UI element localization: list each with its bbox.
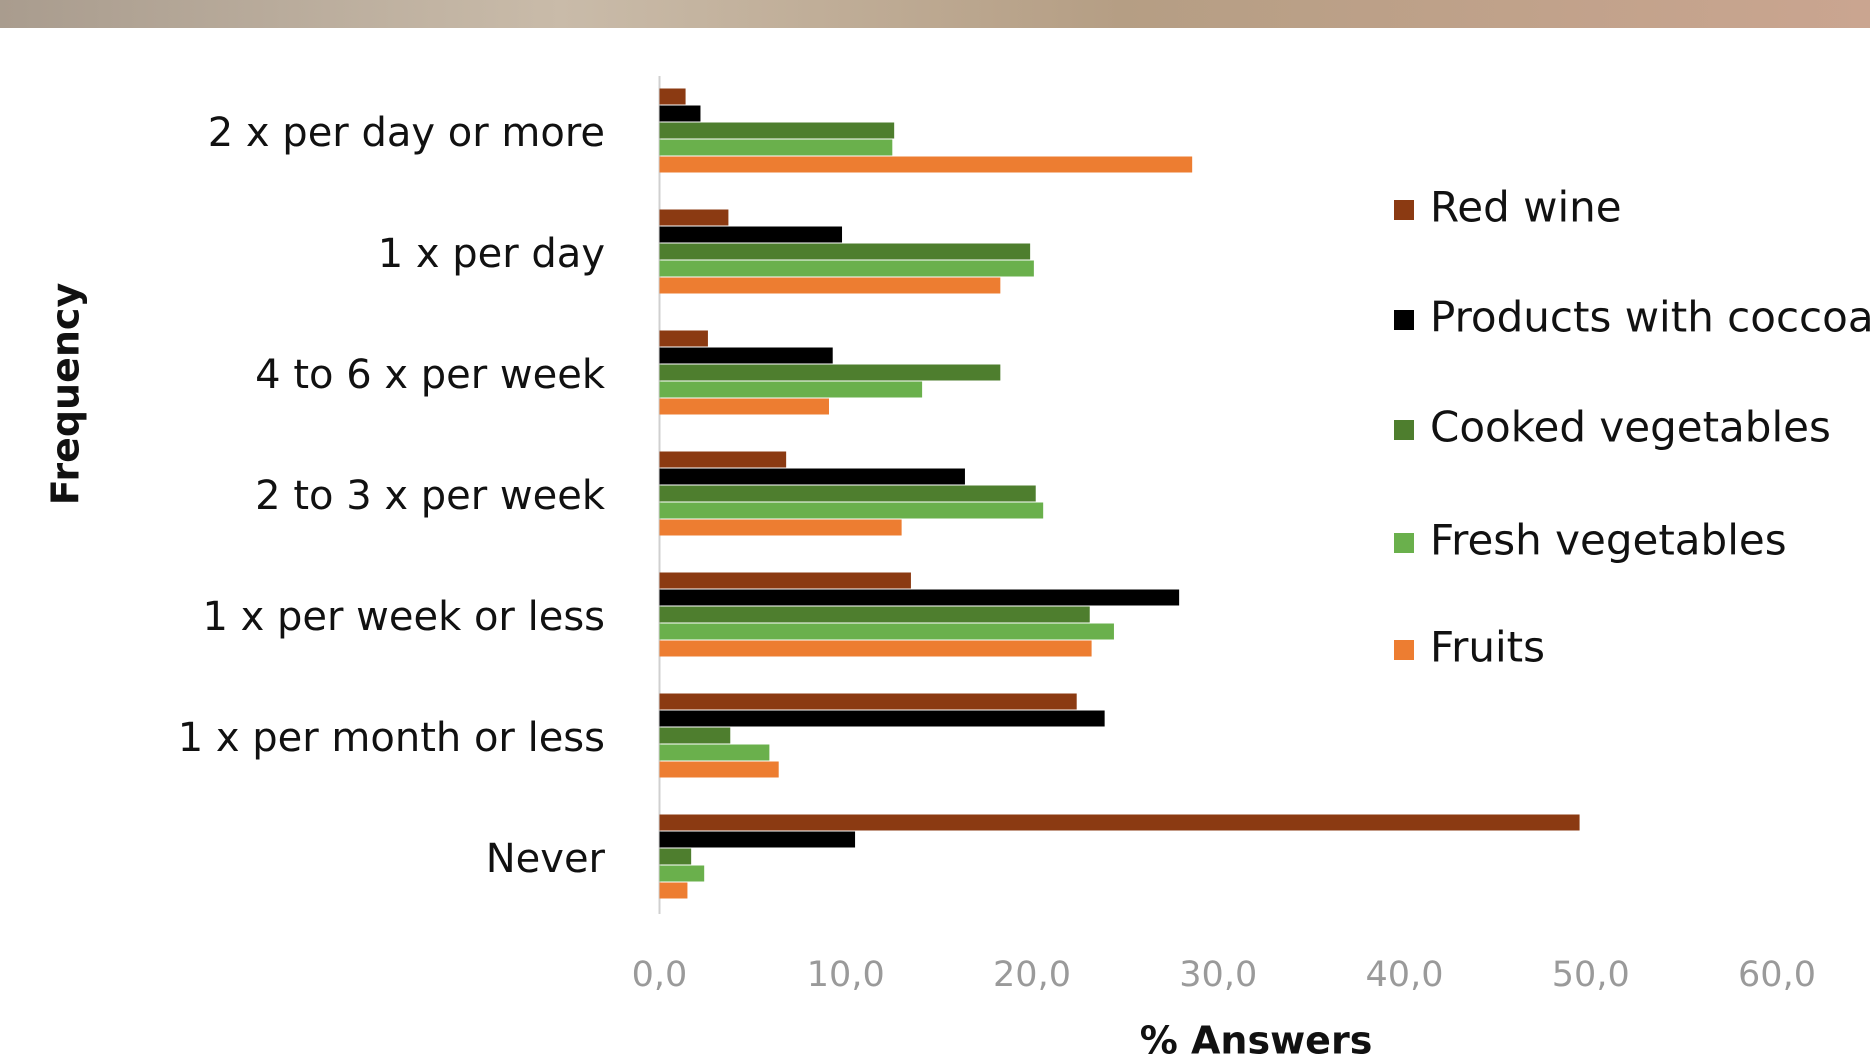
bar (659, 277, 1001, 294)
bar (659, 606, 1090, 623)
bar (659, 727, 731, 744)
y-tick-label: 2 to 3 x per week (255, 473, 606, 519)
bar (659, 589, 1180, 606)
bar (659, 226, 843, 243)
y-tick-label: 1 x per week or less (202, 594, 605, 640)
bar (659, 761, 779, 778)
bar (659, 502, 1044, 519)
bar (659, 105, 701, 122)
bar (659, 243, 1031, 260)
bar (659, 831, 856, 848)
bar (659, 139, 893, 156)
x-tick-label: 20,0 (993, 955, 1071, 995)
x-tick-label: 60,0 (1738, 955, 1816, 995)
bar (659, 485, 1036, 502)
bar (659, 209, 729, 226)
bar (659, 710, 1105, 727)
legend-label: Red wine (1430, 183, 1622, 232)
bar (659, 572, 911, 589)
legend-label: Cooked vegetables (1430, 403, 1831, 452)
x-tick-label: 10,0 (807, 955, 885, 995)
y-axis-title: Frequency (44, 283, 88, 506)
bar (659, 623, 1114, 640)
bar (659, 468, 965, 485)
legend-label: Products with coccoa (1430, 293, 1870, 342)
legend-marker (1394, 420, 1414, 440)
bar (659, 814, 1580, 831)
bar (659, 744, 770, 761)
bar (659, 260, 1034, 277)
bar (659, 381, 923, 398)
x-tick-label: 0,0 (632, 955, 688, 995)
y-tick-label: 1 x per day (378, 231, 605, 277)
bar (659, 848, 692, 865)
legend-marker (1394, 200, 1414, 220)
x-tick-label: 50,0 (1552, 955, 1630, 995)
bar (659, 519, 902, 536)
bar (659, 122, 895, 139)
y-tick-label: 4 to 6 x per week (255, 352, 606, 398)
y-tick-label: Never (486, 836, 606, 882)
bar (659, 156, 1193, 173)
x-tick-label: 40,0 (1366, 955, 1444, 995)
legend-marker (1394, 310, 1414, 330)
y-tick-label: 2 x per day or more (208, 110, 605, 156)
x-tick-label: 30,0 (1179, 955, 1257, 995)
y-tick-label: 1 x per month or less (178, 715, 605, 761)
legend-marker (1394, 640, 1414, 660)
bar (659, 88, 686, 105)
bar (659, 882, 688, 899)
legend-label: Fruits (1430, 623, 1545, 672)
bar (659, 451, 787, 468)
legend-label: Fresh vegetables (1430, 516, 1787, 565)
bar (659, 330, 708, 347)
bar (659, 364, 1001, 381)
bar (659, 865, 705, 882)
bar (659, 693, 1077, 710)
bar (659, 640, 1092, 657)
bar (659, 398, 829, 415)
legend-marker (1394, 533, 1414, 553)
header-photo (0, 0, 1870, 28)
x-axis-title: % Answers (1140, 1019, 1373, 1061)
bar (659, 347, 833, 364)
